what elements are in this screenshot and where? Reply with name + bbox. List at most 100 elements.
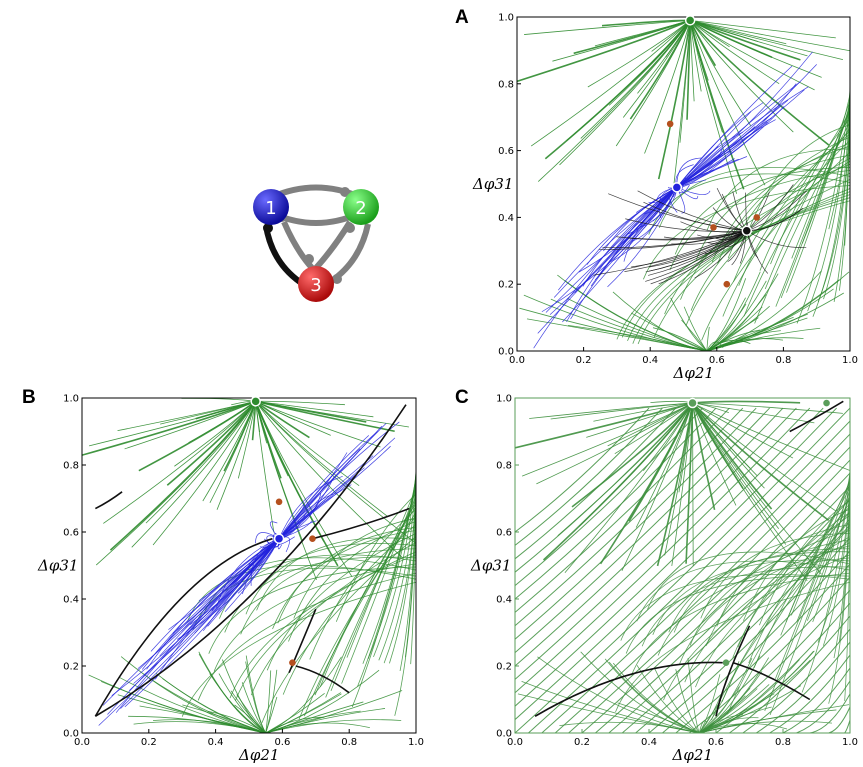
- streamline: [265, 696, 278, 733]
- streamline: [692, 402, 737, 506]
- streamline: [676, 51, 813, 188]
- streamline: [526, 318, 707, 351]
- streamline: [692, 400, 801, 404]
- x-axis-label: Δφ21: [672, 746, 713, 764]
- streamline: [223, 401, 257, 472]
- y-tick-label: 0.2: [63, 662, 79, 673]
- streamline: [706, 338, 784, 351]
- streamline: [213, 563, 416, 672]
- streamline: [812, 469, 850, 623]
- streamline: [278, 437, 396, 539]
- synapse-dot: [263, 223, 273, 233]
- streamline: [187, 565, 416, 622]
- streamline: [266, 533, 416, 671]
- streamline: [675, 563, 850, 733]
- streamline: [608, 20, 691, 106]
- y-tick-label: 0.6: [63, 528, 79, 539]
- streamline: [631, 572, 850, 676]
- neuron-node-2: [343, 189, 379, 225]
- y-tick-label: 1.0: [63, 394, 79, 405]
- streamline: [685, 402, 694, 564]
- streamline: [515, 407, 824, 707]
- streamline: [288, 520, 416, 642]
- streamline: [319, 502, 416, 687]
- streamline: [255, 401, 353, 578]
- streamline: [265, 716, 325, 733]
- y-axis-label: Δφ31: [472, 175, 513, 193]
- streamline: [676, 65, 793, 188]
- streamline: [255, 401, 416, 544]
- streamline: [88, 674, 266, 733]
- x-tick-label: 0.8: [775, 737, 791, 748]
- streamline: [197, 572, 416, 701]
- streamline: [625, 218, 747, 232]
- streamline: [715, 602, 850, 733]
- streamline: [593, 402, 693, 422]
- streamline: [706, 303, 747, 351]
- streamline: [769, 654, 850, 733]
- y-tick-label: 0.6: [496, 528, 512, 539]
- streamline: [627, 187, 678, 235]
- streamline: [530, 20, 691, 147]
- streamline: [628, 402, 694, 522]
- x-tick-label: 0.0: [509, 355, 525, 366]
- streamline: [669, 169, 850, 271]
- streamline: [582, 187, 678, 287]
- phase-portraits: 0.00.00.20.20.40.40.60.60.80.81.01.0Δφ21…: [22, 7, 858, 764]
- x-tick-label: 0.0: [74, 737, 90, 748]
- streamline: [309, 508, 416, 660]
- streamline: [759, 118, 850, 271]
- streamline: [620, 574, 850, 641]
- streamline: [690, 19, 844, 60]
- streamline: [595, 485, 850, 733]
- stable-fixed-point: [273, 533, 285, 544]
- separatrix: [715, 625, 751, 717]
- streamline: [663, 230, 747, 240]
- separatrix: [94, 537, 273, 717]
- streamline: [182, 704, 266, 733]
- separatrix: [534, 661, 723, 717]
- x-tick-label: 0.2: [576, 355, 592, 366]
- neuron-label-2: 2: [355, 198, 366, 219]
- streamline: [809, 693, 850, 733]
- streamline: [796, 478, 850, 623]
- streamline: [690, 19, 850, 52]
- y-tick-label: 0.0: [498, 347, 514, 358]
- streamline: [245, 543, 416, 615]
- streamline: [689, 20, 695, 102]
- neuron-label-1: 1: [265, 198, 276, 219]
- streamline: [255, 400, 345, 406]
- streamline: [362, 478, 416, 664]
- streamline: [541, 187, 678, 313]
- panel-letter: B: [22, 387, 36, 408]
- streamline: [255, 400, 395, 433]
- streamline: [293, 517, 416, 619]
- streamline: [581, 472, 850, 733]
- streamline: [706, 305, 770, 351]
- streamline: [662, 550, 850, 733]
- streamline: [278, 475, 343, 539]
- y-tick-label: 1.0: [496, 394, 512, 405]
- streamline: [706, 341, 724, 351]
- streamline: [357, 481, 416, 687]
- streamline: [198, 651, 266, 733]
- streamline: [775, 490, 850, 679]
- streamline: [224, 556, 416, 633]
- x-tick-label: 0.2: [141, 737, 157, 748]
- streamline: [124, 400, 256, 450]
- streamline: [265, 669, 278, 733]
- panel-b: 0.00.0 0.2 0.2 0.4 0.4 0.6 0.6 0.8 0.8 1.0 1.0 Δφ21…: [22, 387, 424, 764]
- streamline: [796, 97, 850, 324]
- streamline: [645, 230, 747, 273]
- y-tick-label: 0.8: [63, 461, 79, 472]
- streamline: [675, 669, 700, 733]
- x-tick-label: 0.0: [507, 737, 523, 748]
- streamline: [670, 297, 708, 351]
- streamline: [782, 667, 850, 733]
- streamline: [746, 190, 807, 232]
- streamline: [689, 19, 801, 61]
- streamline: [586, 402, 693, 438]
- panel-c: 0.00.0 0.2 0.2 0.4 0.4 0.6 0.6 0.8 0.8 1.0 1.0 Δφ21…: [455, 387, 858, 764]
- y-tick-label: 0.0: [63, 729, 79, 740]
